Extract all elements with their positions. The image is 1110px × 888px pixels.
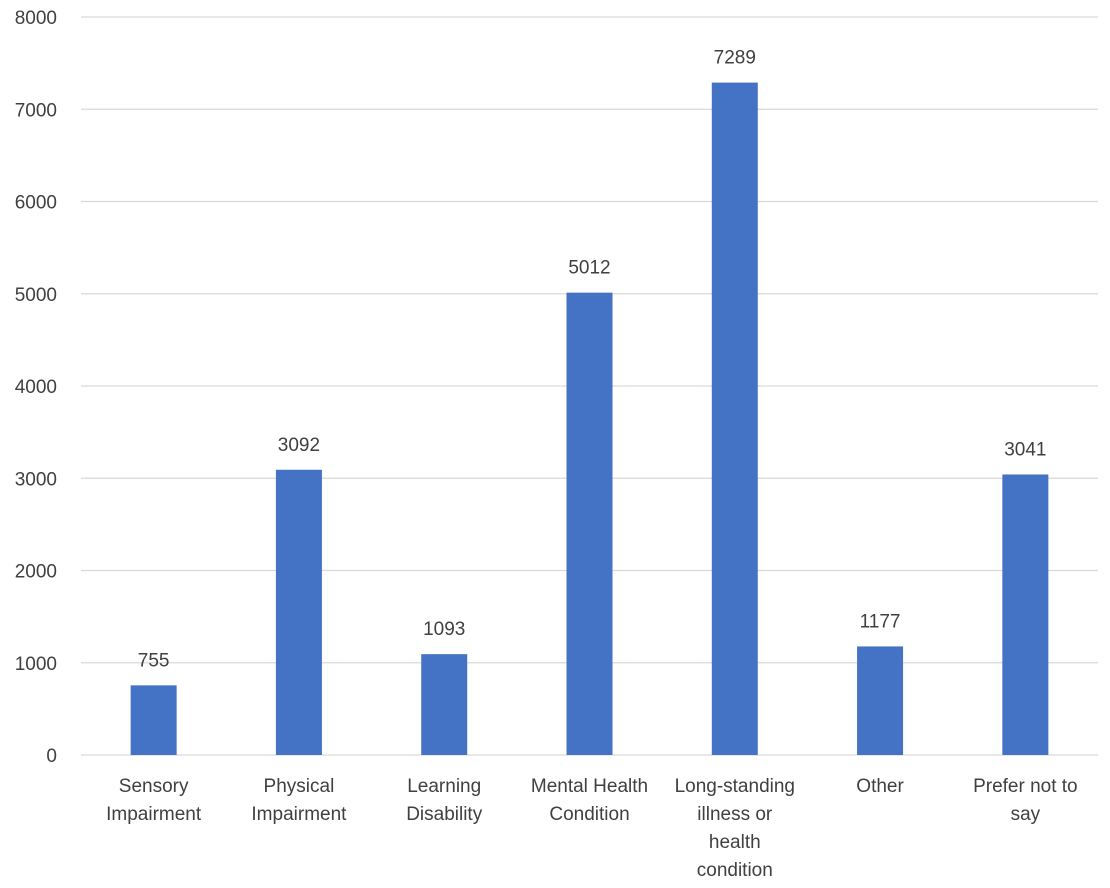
x-category-label: Other xyxy=(856,776,904,797)
data-label: 1093 xyxy=(423,619,465,640)
x-category-label: Long-standing illness or health condition xyxy=(675,776,795,881)
x-category-line: Disability xyxy=(406,804,483,825)
x-category-line: Other xyxy=(856,776,904,797)
y-tick-label: 2000 xyxy=(15,562,57,583)
x-category-line: Physical xyxy=(264,776,335,797)
bar xyxy=(1002,474,1049,755)
x-category-label: Mental Health Condition xyxy=(531,776,648,825)
x-category-line: say xyxy=(1011,804,1041,825)
x-category-label: Learning Disability xyxy=(406,776,483,825)
bar xyxy=(130,685,177,755)
x-category-line: condition xyxy=(697,860,773,881)
data-label: 3041 xyxy=(1004,439,1046,460)
y-tick-label: 5000 xyxy=(15,285,57,306)
bar xyxy=(566,292,613,755)
x-category-line: illness or xyxy=(697,804,773,825)
y-tick-label: 7000 xyxy=(15,100,57,121)
bar xyxy=(711,82,758,756)
y-tick-label: 4000 xyxy=(15,377,57,398)
x-category-line: Impairment xyxy=(251,804,347,825)
x-axis-categories: Sensory Impairment Physical Impairment Learn… xyxy=(106,776,1078,881)
bar xyxy=(857,646,904,755)
y-tick-label: 3000 xyxy=(15,469,57,490)
x-category-label: Physical Impairment xyxy=(251,776,347,825)
data-label: 3092 xyxy=(278,435,320,456)
y-tick-label: 6000 xyxy=(15,193,57,214)
x-category-line: Mental Health xyxy=(531,776,648,797)
data-labels: 755 3092 1093 5012 7289 1177 3041 xyxy=(138,48,1047,672)
y-tick-label: 0 xyxy=(46,746,57,767)
x-category-label: Sensory Impairment xyxy=(106,776,202,825)
y-tick-label: 8000 xyxy=(15,8,57,29)
data-label: 755 xyxy=(138,650,170,671)
data-label: 7289 xyxy=(714,48,756,69)
x-category-line: Learning xyxy=(407,776,481,797)
x-category-line: Long-standing xyxy=(675,776,795,797)
bars xyxy=(130,82,1049,756)
data-label: 1177 xyxy=(860,611,901,632)
bar xyxy=(421,654,468,755)
x-category-line: Condition xyxy=(549,804,629,825)
data-label: 5012 xyxy=(568,258,610,279)
y-tick-label: 1000 xyxy=(15,654,57,675)
x-category-label: Prefer not to say xyxy=(973,776,1078,825)
x-category-line: Impairment xyxy=(106,804,202,825)
y-axis-ticks: 0 1000 2000 3000 4000 5000 6000 7000 8000 xyxy=(15,8,57,767)
x-category-line: Prefer not to xyxy=(973,776,1078,797)
x-category-line: health xyxy=(709,832,761,853)
bar xyxy=(275,469,322,755)
x-category-line: Sensory xyxy=(119,776,189,797)
